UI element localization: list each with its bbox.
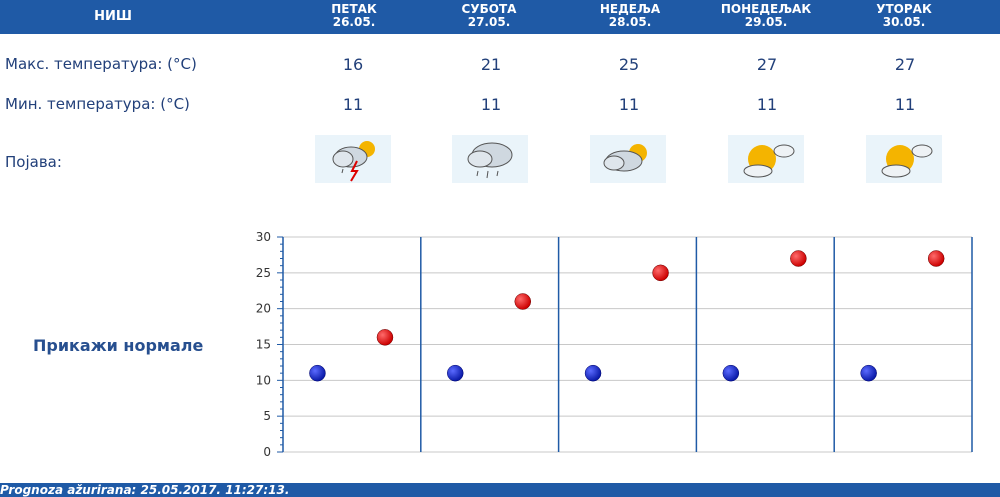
day-date: 30.05.: [882, 15, 926, 29]
day-name: ПОНЕДЕЉАК: [720, 2, 812, 16]
footer-updated: Prognoza ažurirana: 25.05.2017. 11:27:13…: [0, 483, 1000, 497]
min-temp-point: [447, 364, 464, 382]
y-tick-label: 10: [256, 373, 271, 387]
day-header-5: УТОРАК 30.05.: [864, 0, 944, 34]
day-date: 29.05.: [744, 15, 788, 29]
max-temp-point: [514, 293, 532, 310]
min-temp-label: Мин. температура: (°C): [5, 95, 190, 113]
min-temp-2: 11: [480, 95, 502, 114]
day-name: НЕДЕЉА: [599, 2, 661, 16]
y-tick-label: 30: [256, 230, 271, 244]
min-temp-point: [860, 364, 877, 382]
max-temp-3: 25: [618, 55, 640, 74]
day-date: 28.05.: [608, 15, 652, 29]
min-temp-4: 11: [756, 95, 778, 114]
partly-sunny-icon: [866, 135, 942, 183]
partly-sunny-icon: [728, 135, 804, 183]
day-name: СУБОТА: [461, 2, 517, 16]
show-normals-link[interactable]: Прикажи нормале: [33, 336, 204, 355]
y-tick-label: 5: [263, 409, 271, 423]
y-tick-label: 20: [256, 302, 271, 316]
max-temp-2: 21: [480, 55, 502, 74]
min-temp-1: 11: [342, 95, 364, 114]
day-date: 26.05.: [332, 15, 376, 29]
day-header-3: НЕДЕЉА 28.05.: [590, 0, 670, 34]
y-tick-label: 0: [263, 445, 271, 459]
cloudy-sun-icon: [590, 135, 666, 183]
max-temp-1: 16: [342, 55, 364, 74]
day-name: ПЕТАК: [331, 2, 377, 16]
city-name: НИШ: [94, 9, 132, 24]
max-temp-point: [927, 250, 945, 267]
day-header-4: ПОНЕДЕЉАК 29.05.: [714, 0, 818, 34]
max-temp-label: Макс. температура: (°C): [5, 55, 197, 73]
y-tick-label: 25: [256, 266, 271, 280]
min-temp-point: [309, 364, 326, 382]
min-temp-point: [584, 364, 602, 382]
max-temp-point: [376, 329, 394, 346]
day-name: УТОРАК: [876, 2, 932, 16]
min-temp-5: 11: [894, 95, 916, 114]
phenomenon-label: Појава:: [5, 153, 62, 171]
max-temp-point: [790, 250, 807, 267]
day-header-2: СУБОТА 27.05.: [446, 0, 532, 34]
day-date: 27.05.: [467, 15, 511, 29]
max-temp-4: 27: [756, 55, 778, 74]
forecast-header: НИШ ПЕТАК 26.05. СУБОТА 27.05. НЕДЕЉА 28…: [0, 0, 1000, 34]
y-tick-label: 15: [256, 338, 271, 352]
max-temp-point: [652, 264, 669, 282]
thunderstorm-icon: [315, 135, 391, 183]
day-header-1: ПЕТАК 26.05.: [316, 0, 392, 34]
max-temp-5: 27: [894, 55, 916, 74]
rain-icon: [452, 135, 528, 183]
min-temp-3: 11: [618, 95, 640, 114]
min-temp-point: [722, 364, 740, 382]
